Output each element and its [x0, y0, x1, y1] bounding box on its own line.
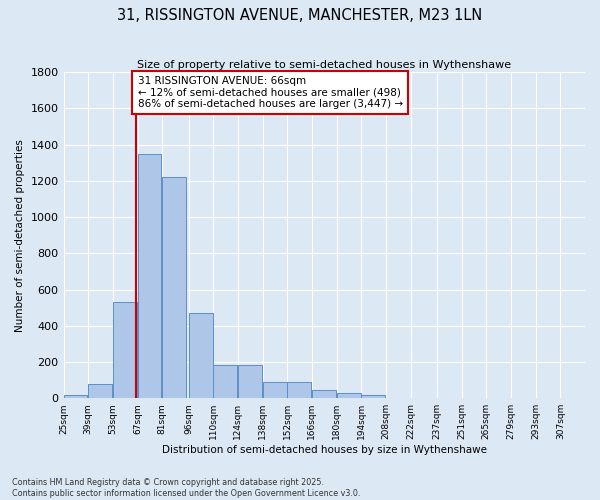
Bar: [162, 177, 186, 398]
Bar: [188, 313, 212, 398]
Bar: [213, 364, 237, 398]
Text: 31 RISSINGTON AVENUE: 66sqm
← 12% of semi-detached houses are smaller (498)
86% : 31 RISSINGTON AVENUE: 66sqm ← 12% of sem…: [137, 76, 403, 109]
X-axis label: Distribution of semi-detached houses by size in Wythenshawe: Distribution of semi-detached houses by …: [162, 445, 487, 455]
Bar: [64, 396, 88, 398]
Bar: [238, 364, 262, 398]
Y-axis label: Number of semi-detached properties: Number of semi-detached properties: [15, 138, 25, 332]
Bar: [287, 382, 311, 398]
Bar: [263, 382, 287, 398]
Bar: [361, 394, 385, 398]
Text: 31, RISSINGTON AVENUE, MANCHESTER, M23 1LN: 31, RISSINGTON AVENUE, MANCHESTER, M23 1…: [118, 8, 482, 22]
Bar: [137, 154, 161, 398]
Text: Contains HM Land Registry data © Crown copyright and database right 2025.
Contai: Contains HM Land Registry data © Crown c…: [12, 478, 361, 498]
Bar: [337, 393, 361, 398]
Bar: [113, 302, 137, 398]
Title: Size of property relative to semi-detached houses in Wythenshawe: Size of property relative to semi-detach…: [137, 60, 511, 70]
Bar: [88, 384, 112, 398]
Bar: [312, 390, 336, 398]
